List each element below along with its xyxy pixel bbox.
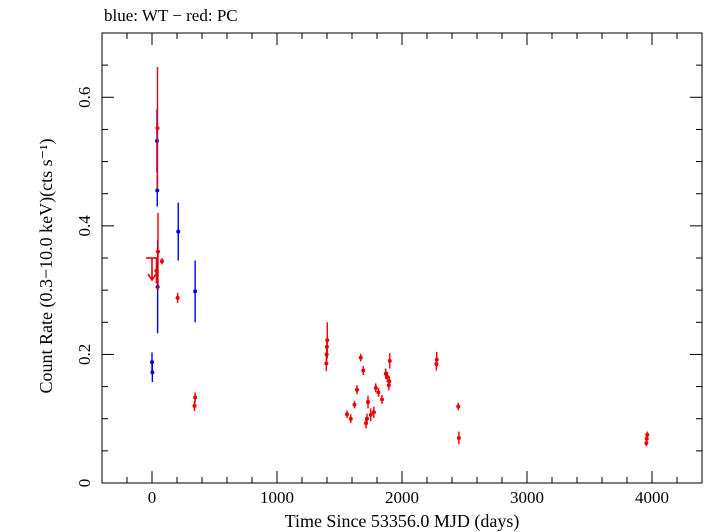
data-point [371, 410, 376, 415]
data-point [160, 259, 164, 264]
data-point [366, 400, 370, 404]
data-point [155, 188, 160, 193]
data-point [324, 361, 329, 366]
data-point [380, 397, 384, 402]
y-axis-label: Count Rate (0.3−10.0 keV)(cts s⁻¹) [36, 138, 57, 393]
data-point [348, 416, 353, 421]
y-tick-label: 0.4 [75, 215, 94, 237]
plot-frame [101, 32, 703, 484]
data-point [456, 404, 461, 409]
data-point [376, 390, 381, 395]
series-pc [146, 67, 650, 447]
x-tick-label: 0 [148, 488, 157, 507]
data-point [355, 387, 359, 392]
upper-limit-arrowhead [147, 273, 157, 282]
y-axis: 0 0.2 0.4 0.6 [75, 32, 702, 488]
data-point [365, 416, 369, 421]
data-point [156, 249, 160, 254]
x-axis: 0 1000 2000 3000 4000 [101, 33, 703, 507]
data-point [387, 379, 392, 384]
data-point [368, 412, 373, 417]
chart-title: blue: WT − red: PC [104, 6, 238, 25]
data-point [387, 358, 392, 363]
data-point [385, 374, 390, 379]
data-point [434, 357, 439, 362]
x-tick-label: 2000 [385, 488, 419, 507]
data-point [325, 338, 330, 343]
data-point [456, 436, 461, 440]
y-tick-label: 0.6 [75, 87, 94, 108]
x-tick-label: 4000 [635, 488, 669, 507]
data-point [193, 395, 198, 400]
data-point [645, 432, 650, 437]
data-point [345, 412, 349, 417]
data-marks [146, 67, 650, 447]
data-point [155, 126, 160, 131]
data-point [192, 403, 197, 408]
data-point [176, 229, 181, 234]
y-tick-label: 0 [75, 479, 94, 488]
y-tick-label: 0.2 [75, 344, 94, 365]
data-point [373, 385, 378, 390]
data-point [150, 370, 155, 375]
data-point [361, 368, 366, 373]
data-point [352, 402, 357, 407]
data-point [644, 441, 649, 446]
data-point [358, 355, 363, 360]
x-tick-label: 3000 [510, 488, 544, 507]
x-tick-label: 1000 [260, 488, 294, 507]
x-axis-label: Time Since 53356.0 MJD (days) [285, 511, 520, 532]
data-point [175, 295, 180, 300]
data-point [193, 289, 198, 294]
